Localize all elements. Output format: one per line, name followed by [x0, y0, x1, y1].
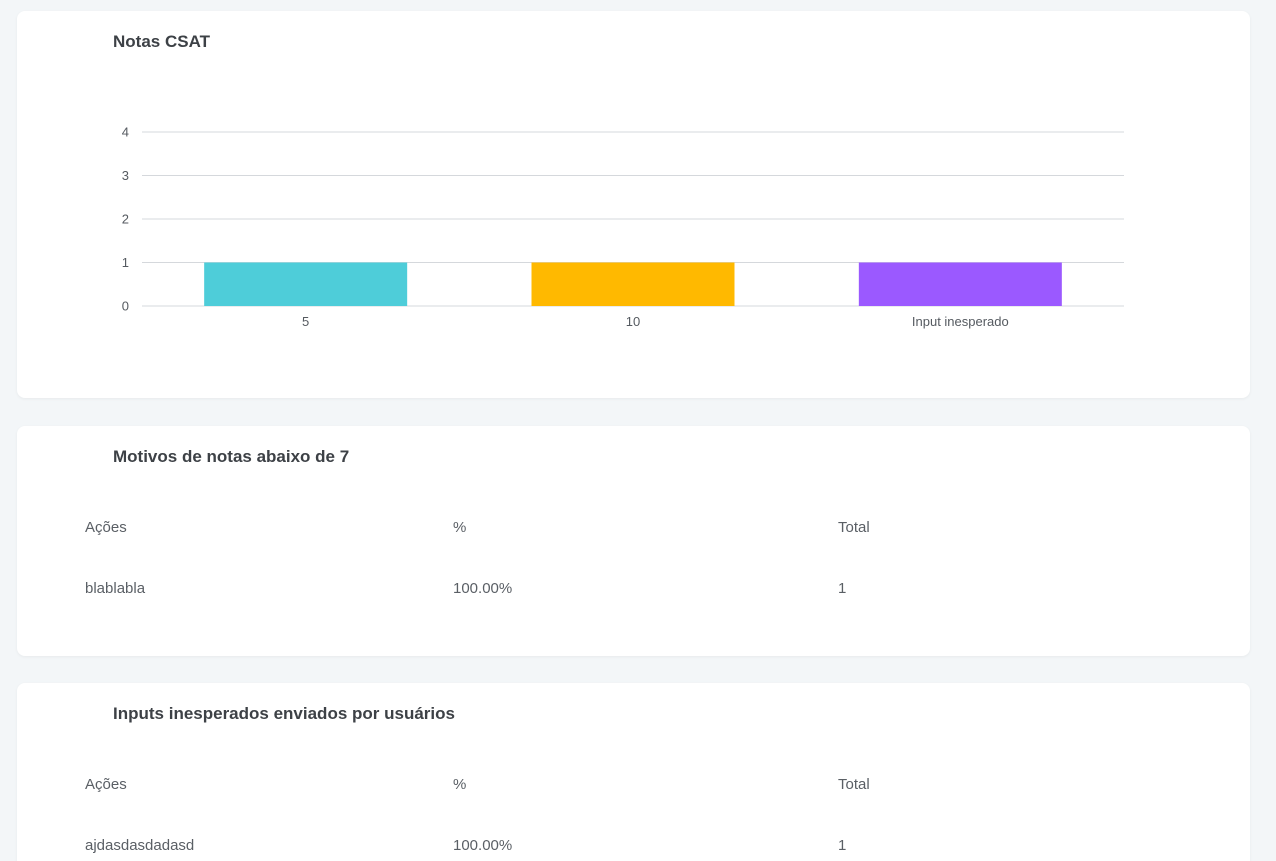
motivos-table-card: Motivos de notas abaixo de 7 Ações % Tot…: [17, 426, 1250, 656]
y-tick-label-3: 3: [122, 168, 129, 183]
csat-chart-card: Notas CSAT 0 1 2 3 4 5 10 Input inesperado: [17, 11, 1250, 398]
y-tick-label-0: 0: [122, 299, 129, 314]
motivos-table: Ações % Total blablabla 100.00% 1: [85, 516, 1138, 599]
cell-total: 1: [838, 579, 847, 597]
csat-bar-chart: 0 1 2 3 4 5 10 Input inesperado: [122, 125, 1124, 329]
inputs-table-card: Inputs inesperados enviados por usuários…: [17, 683, 1250, 861]
x-tick-label-3: Input inesperado: [912, 314, 1009, 329]
cell-acao: blablabla: [85, 579, 146, 597]
column-header-total: Total: [838, 518, 870, 536]
y-tick-label-4: 4: [122, 125, 129, 140]
column-header-percent: %: [453, 518, 467, 536]
table-header-row: Ações % Total: [85, 773, 1138, 834]
y-tick-label-1: 1: [122, 255, 129, 270]
bar-3: [858, 262, 1062, 306]
y-tick-label-2: 2: [122, 212, 129, 227]
table-row: blablabla 100.00% 1: [85, 577, 1138, 599]
cell-acao: ajdasdasdadasd: [85, 836, 195, 854]
bar-2: [531, 262, 735, 306]
cell-total: 1: [838, 836, 847, 854]
csat-card-title: Notas CSAT: [113, 32, 210, 51]
table-row: ajdasdasdadasd 100.00% 1: [85, 834, 1138, 856]
inputs-card-title: Inputs inesperados enviados por usuários: [113, 704, 455, 723]
inputs-table: Ações % Total ajdasdasdadasd 100.00% 1: [85, 773, 1138, 856]
cell-percent: 100.00%: [453, 579, 513, 597]
column-header-acoes: Ações: [85, 518, 127, 536]
x-tick-label-1: 5: [302, 314, 309, 329]
cell-percent: 100.00%: [453, 836, 513, 854]
column-header-percent: %: [453, 775, 467, 793]
bar-1: [204, 262, 408, 306]
column-header-acoes: Ações: [85, 775, 127, 793]
column-header-total: Total: [838, 775, 870, 793]
table-header-row: Ações % Total: [85, 516, 1138, 577]
x-tick-label-2: 10: [626, 314, 640, 329]
motivos-card-title: Motivos de notas abaixo de 7: [113, 447, 350, 466]
